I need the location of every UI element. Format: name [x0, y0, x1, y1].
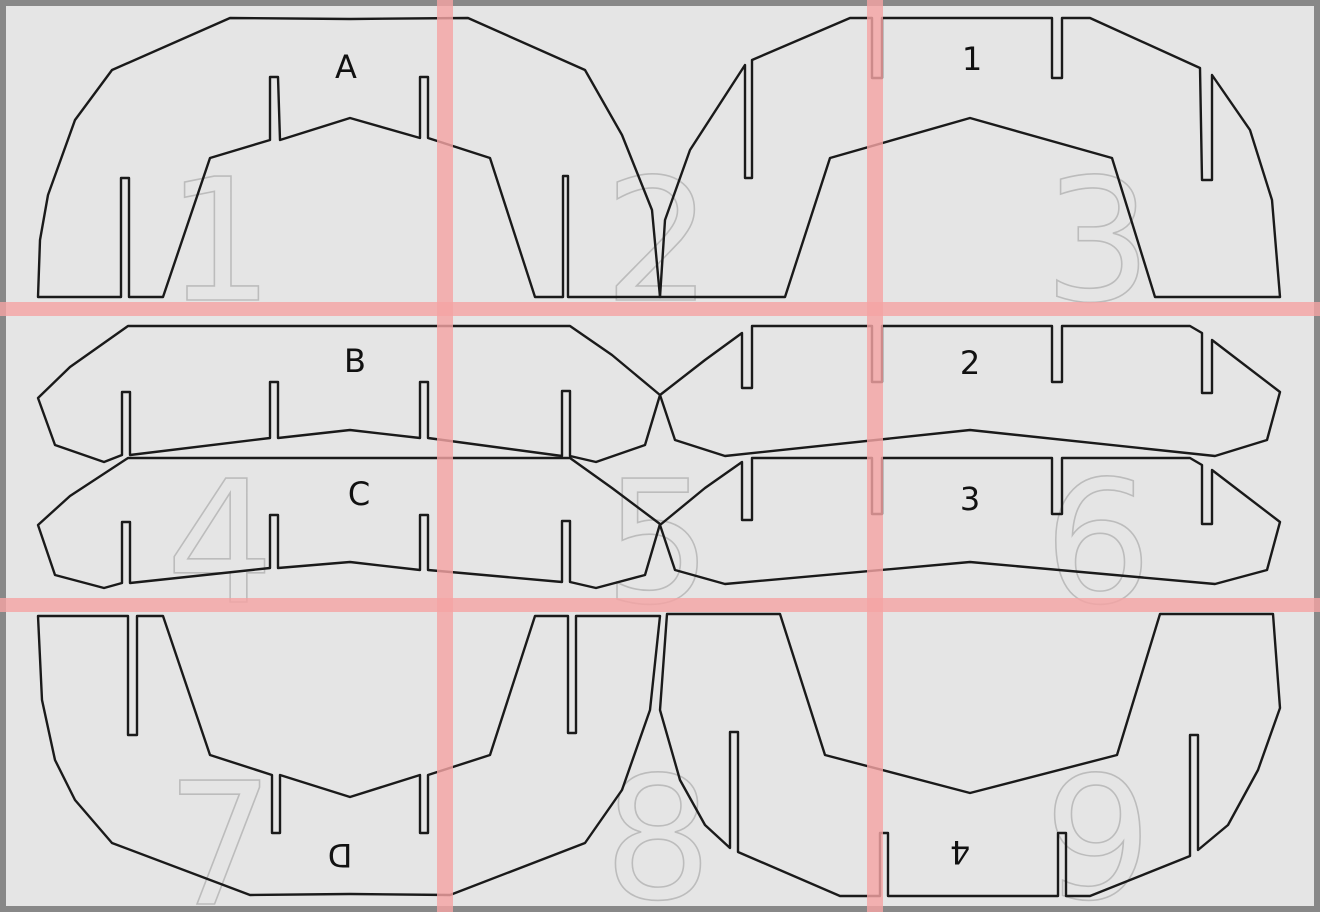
tile-number-7: 7 — [166, 747, 274, 912]
part-b-outline — [36, 324, 662, 464]
part-rib-4-label: 4 — [950, 833, 970, 871]
part-b: B — [36, 324, 662, 464]
grid-line-horizontal-2 — [0, 598, 1320, 612]
part-rib-2-outline — [658, 324, 1282, 458]
part-rib-1-outline — [658, 16, 1282, 299]
part-a-label: A — [335, 48, 357, 86]
tile-number-6: 6 — [1044, 445, 1152, 643]
part-d: D — [36, 614, 662, 897]
part-a: A — [36, 16, 662, 299]
tile-number-8: 8 — [604, 741, 712, 912]
tile-number-9: 9 — [1044, 741, 1152, 912]
part-c-outline — [36, 456, 662, 590]
grid-line-horizontal-1 — [0, 302, 1320, 316]
part-d-label: D — [328, 836, 353, 874]
tile-number-4: 4 — [166, 445, 274, 643]
part-rib-4-outline — [658, 612, 1282, 898]
part-rib-3: 3 — [658, 456, 1282, 586]
part-d-outline — [36, 614, 662, 897]
grid-line-vertical-1 — [437, 0, 453, 912]
part-rib-1-label: 1 — [962, 40, 982, 78]
part-rib-3-outline — [658, 456, 1282, 586]
part-c-label: C — [348, 475, 370, 513]
part-a-outline — [36, 16, 662, 299]
part-rib-2-label: 2 — [960, 344, 980, 382]
sheet-background — [6, 6, 1314, 906]
part-rib-3-label: 3 — [960, 480, 980, 518]
part-rib-4: 4 — [658, 612, 1282, 898]
part-c: C — [36, 456, 662, 590]
part-rib-1: 1 — [658, 16, 1282, 299]
part-rib-2: 2 — [658, 324, 1282, 458]
part-b-label: B — [344, 342, 366, 380]
grid-line-vertical-2 — [867, 0, 883, 912]
